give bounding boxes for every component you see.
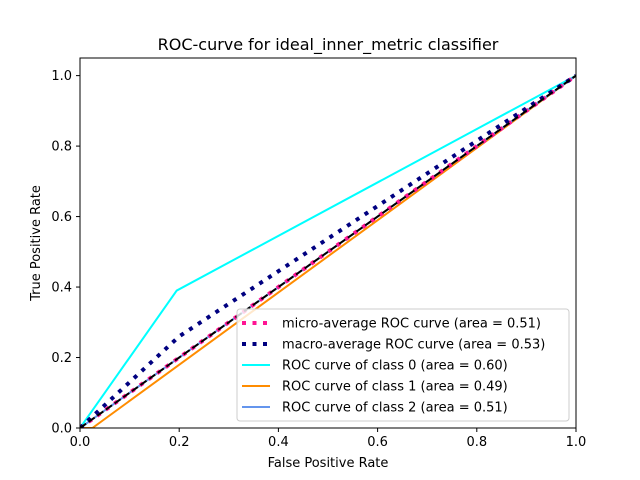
chart-title: ROC-curve for ideal_inner_metric classif…: [158, 35, 499, 55]
y-axis: 0.0 0.2 0.4 0.6 0.8 1.0: [51, 69, 80, 437]
series-line-roc-curve-of-class-1-area-0-49: [80, 74, 576, 428]
plot-frame: [79, 57, 577, 429]
y-tick-label: 0.2: [51, 351, 72, 366]
x-axis: 0.0 0.2 0.4 0.6 0.8 1.0: [70, 428, 587, 450]
legend-label: ROC curve of class 2 (area = 0.51): [282, 401, 508, 416]
x-tick-label: 0.8: [466, 435, 487, 450]
legend: micro-average ROC curve (area = 0.51) mac…: [236, 308, 570, 422]
series-line-roc-curve-of-class-0-area-0-60: [80, 74, 576, 428]
legend-label: ROC curve of class 1 (area = 0.49): [282, 380, 508, 395]
y-tick-label: 0.4: [51, 281, 72, 296]
x-tick-label: 0.6: [367, 435, 388, 450]
series-line-macro-average-roc-curve-area-0-53: [80, 73, 576, 428]
x-tick-label: 0.2: [169, 435, 190, 450]
series-line-micro-average-roc-curve-area-0-51: [80, 73, 576, 428]
x-tick-label: 0.0: [70, 435, 91, 450]
x-tick-label: 1.0: [566, 435, 587, 450]
legend-box: [236, 308, 570, 422]
x-tick-label: 0.4: [268, 435, 289, 450]
x-axis-label: False Positive Rate: [268, 456, 389, 471]
y-tick-label: 0.0: [51, 422, 72, 437]
y-tick-label: 1.0: [51, 69, 72, 84]
chance-reference-line: [80, 74, 576, 428]
legend-label: micro-average ROC curve (area = 0.51): [282, 317, 541, 332]
y-tick-label: 0.6: [51, 210, 72, 225]
plot-area: [80, 73, 576, 428]
y-axis-label: True Positive Rate: [29, 185, 44, 302]
legend-label: ROC curve of class 0 (area = 0.60): [282, 359, 508, 374]
y-tick-label: 0.8: [51, 140, 72, 155]
legend-label: macro-average ROC curve (area = 0.53): [282, 338, 545, 353]
